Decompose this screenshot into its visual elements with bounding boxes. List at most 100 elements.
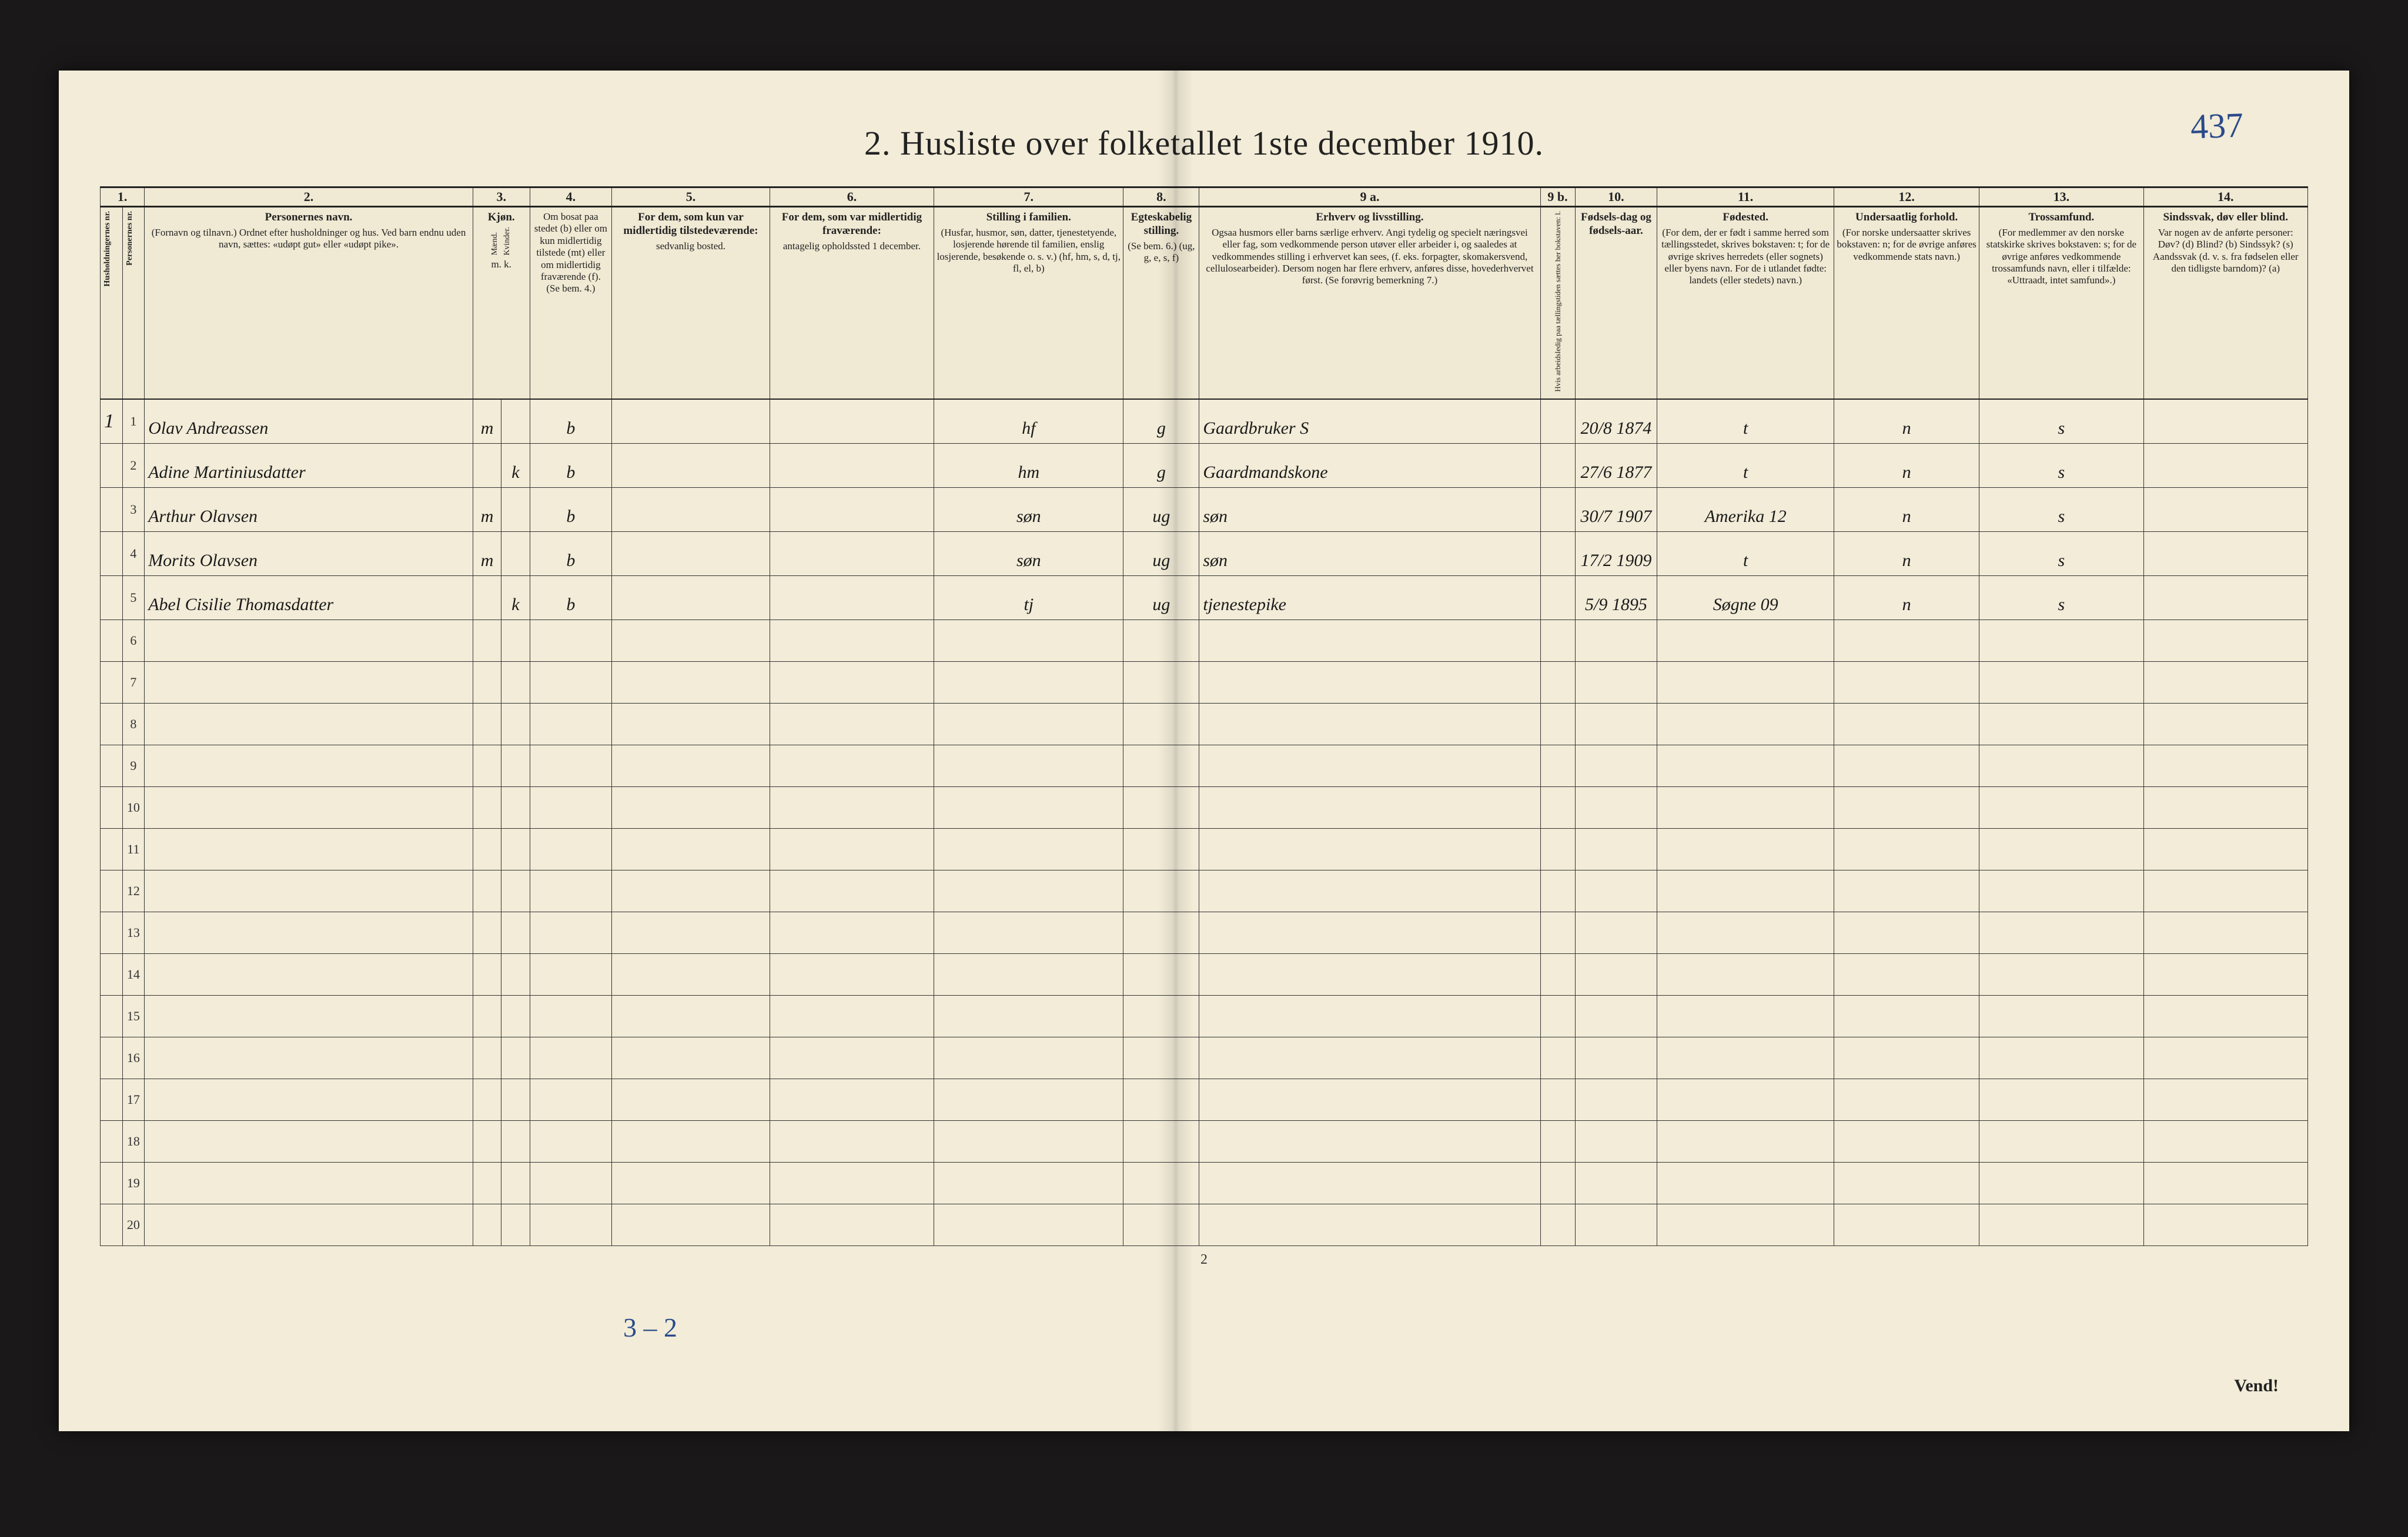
col11-sub: (For dem, der er født i samme herred som… [1661,227,1830,286]
cell-family-position: tj [934,576,1123,620]
cell-blank [934,1079,1123,1121]
footer-tally: 3 – 2 [623,1312,677,1343]
col4-title: Om bosat paa stedet (b) eller om kun mid… [534,211,607,282]
col3-sub-b: Kvinder. [503,227,513,256]
census-table-area: 1. 2. 3. 4. 5. 6. 7. 8. 9 a. 9 b. 10. 11… [100,186,2308,1246]
cell-blank [1979,620,2143,662]
cell-person-no: 3 [122,488,145,532]
cell-blank [473,870,501,912]
cell-blank [473,745,501,787]
cell-blank [1575,1079,1657,1121]
cell-blank [770,787,934,829]
colnum-11: 11. [1657,187,1834,207]
cell-household-no [101,662,123,704]
cell-blank [1540,954,1575,996]
cell-blank [2143,829,2307,870]
cell-blank [1834,870,1979,912]
cell-blank [1575,829,1657,870]
cell-blank [1834,620,1979,662]
cell-religion: s [1979,576,2143,620]
cell-blank [612,787,770,829]
cell-residence: b [530,399,612,444]
cell-blank [501,996,530,1037]
table-row-blank: 11 [101,829,2308,870]
cell-birthplace: Søgne 09 [1657,576,1834,620]
cell-birthplace: t [1657,532,1834,576]
table-row: 4Morits Olavsenmbsønugsøn17/2 1909tns [101,532,2308,576]
census-table: 1. 2. 3. 4. 5. 6. 7. 8. 9 a. 9 b. 10. 11… [100,186,2308,1246]
cell-blank [1199,620,1540,662]
column-heading-row: Husholdningernes nr. Personernes nr. Per… [101,207,2308,400]
cell-blank [2143,704,2307,745]
cell-blank [1540,704,1575,745]
table-row: 2Adine MartiniusdatterkbhmgGaardmandskon… [101,444,2308,488]
cell-unemployed [1540,444,1575,488]
cell-blank [1657,787,1834,829]
cell-blank [1834,1037,1979,1079]
cell-blank [612,996,770,1037]
cell-blank [770,1121,934,1163]
cell-blank [473,704,501,745]
cell-blank [770,620,934,662]
table-row-blank: 17 [101,1079,2308,1121]
cell-unemployed [1540,532,1575,576]
colnum-9b: 9 b. [1540,187,1575,207]
cell-blank [530,912,612,954]
cell-household-no: 1 [101,399,123,444]
cell-blank [473,1037,501,1079]
colnum-4: 4. [530,187,612,207]
col8-sub: (Se bem. 6.) (ug, g, e, s, f) [1128,240,1195,263]
cell-blank [1575,787,1657,829]
col13-title: Trossamfund. [1982,211,2141,225]
cell-household-no [101,870,123,912]
cell-sex-k [501,532,530,576]
cell-blank [934,1163,1123,1204]
cell-blank [1123,704,1199,745]
cell-household-no [101,1121,123,1163]
cell-blank [1657,662,1834,704]
cell-person-no: 9 [122,745,145,787]
cell-blank [1979,745,2143,787]
cell-blank [501,745,530,787]
cell-blank [145,996,473,1037]
cell-household-no [101,829,123,870]
colnum-14: 14. [2143,187,2307,207]
cell-blank [1575,704,1657,745]
cell-blank [2143,662,2307,704]
col8-title: Egteskabelig stilling. [1126,211,1196,238]
cell-blank [770,912,934,954]
table-row-blank: 6 [101,620,2308,662]
cell-blank [934,870,1123,912]
cell-family-position: hf [934,399,1123,444]
cell-blank [1834,996,1979,1037]
cell-blank [770,996,934,1037]
table-row-blank: 14 [101,954,2308,996]
col9a-title: Erhverv og livsstilling. [1202,211,1537,225]
scan-wrapper: 437 2. Husliste over folketallet 1ste de… [0,0,2408,1537]
cell-blank [1575,996,1657,1037]
cell-blank [501,870,530,912]
cell-blank [1123,829,1199,870]
cell-name: Adine Martiniusdatter [145,444,473,488]
table-body: 11Olav AndreassenmbhfgGaardbruker S20/8 … [101,399,2308,1246]
cell-blank [1979,1037,2143,1079]
cell-religion: s [1979,488,2143,532]
cell-blank [612,745,770,787]
cell-blank [1575,870,1657,912]
cell-blank [145,787,473,829]
cell-blank [934,1037,1123,1079]
cell-household-no [101,996,123,1037]
cell-blank [2143,787,2307,829]
cell-disability [2143,488,2307,532]
col-name: Personernes navn. (Fornavn og tilnavn.) … [145,207,473,400]
col-birthplace: Fødested. (For dem, der er født i samme … [1657,207,1834,400]
cell-person-no: 18 [122,1121,145,1163]
cell-nationality: n [1834,532,1979,576]
cell-marital: g [1123,444,1199,488]
cell-person-no: 16 [122,1037,145,1079]
cell-blank [1123,787,1199,829]
cell-disability [2143,399,2307,444]
table-row-blank: 20 [101,1204,2308,1246]
col-unemployed: Hvis arbeidsledig paa tællingstiden sætt… [1540,207,1575,400]
col1b-title: Personernes nr. [125,211,135,266]
